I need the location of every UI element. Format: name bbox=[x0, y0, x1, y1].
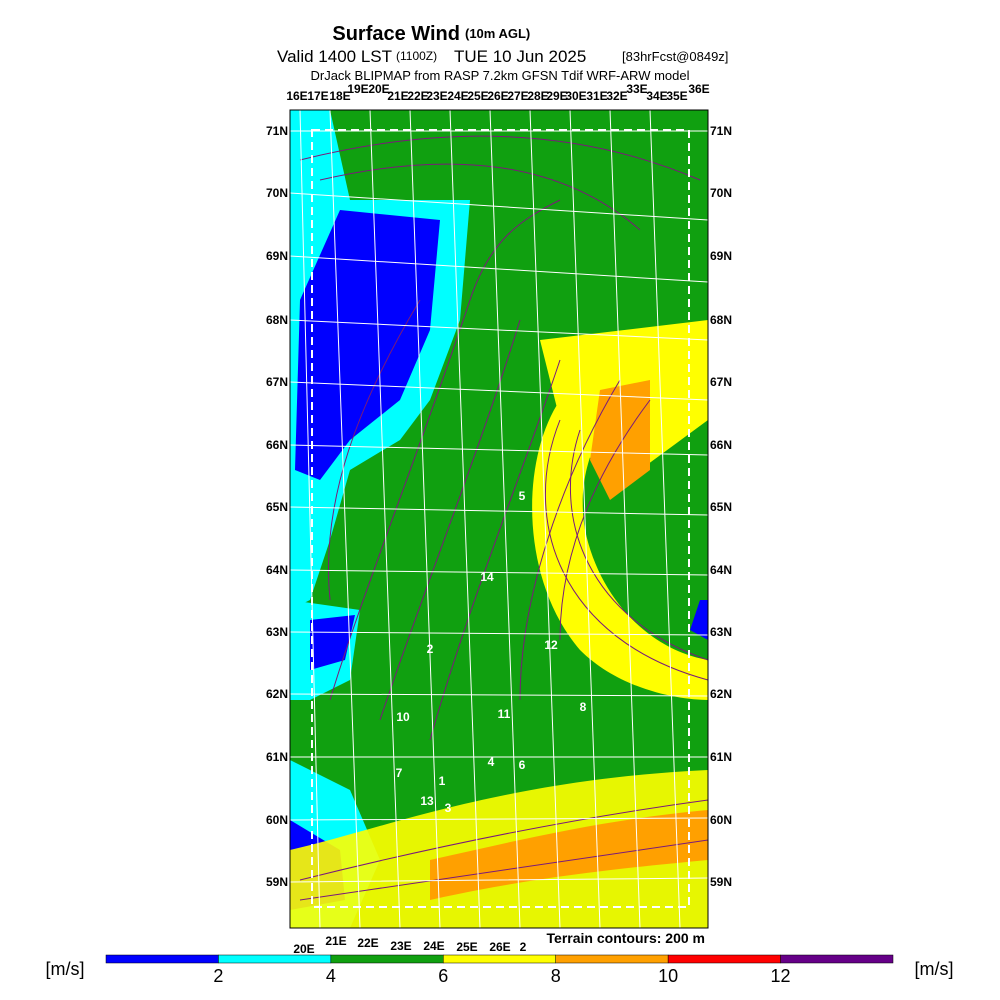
subtitle: DrJack BLIPMAP from RASP 7.2km GFSN Tdif… bbox=[310, 68, 689, 83]
point-label: 4 bbox=[488, 755, 495, 769]
map: Terrain contours: 200 m bbox=[289, 109, 709, 946]
lon-label: 29E bbox=[546, 89, 567, 103]
lon-label: 27E bbox=[507, 89, 528, 103]
lat-label: 60N bbox=[266, 813, 288, 827]
lon-label: 23E bbox=[390, 939, 411, 953]
valid-z: (1100Z) bbox=[396, 49, 437, 63]
lon-label: 25E bbox=[456, 940, 477, 954]
forecast: [83hrFcst@0849z] bbox=[622, 49, 728, 64]
colorbar-band bbox=[218, 954, 332, 964]
calm-area bbox=[690, 600, 708, 640]
lat-label: 63N bbox=[266, 625, 288, 639]
title-note: (10m AGL) bbox=[465, 26, 530, 41]
lat-label: 59N bbox=[710, 875, 732, 889]
lon-label: 22E bbox=[357, 936, 378, 950]
lon-label: 30E bbox=[565, 89, 586, 103]
point-label: 13 bbox=[420, 794, 434, 808]
lat-label: 64N bbox=[266, 563, 288, 577]
lon-label: 18E bbox=[329, 89, 350, 103]
point-label: 6 bbox=[519, 758, 526, 772]
lat-label: 70N bbox=[710, 186, 732, 200]
lon-label: 35E bbox=[666, 89, 687, 103]
lat-label: 66N bbox=[266, 438, 288, 452]
lat-label: 59N bbox=[266, 875, 288, 889]
lon-label: 26E bbox=[489, 940, 510, 954]
lat-label: 71N bbox=[266, 124, 288, 138]
lat-label: 67N bbox=[266, 375, 288, 389]
lat-label: 64N bbox=[710, 563, 732, 577]
lon-label: 33E bbox=[626, 82, 647, 96]
lon-label: 23E bbox=[426, 89, 447, 103]
point-label: 14 bbox=[480, 570, 494, 584]
point-label: 10 bbox=[396, 710, 410, 724]
point-label: 2 bbox=[427, 642, 434, 656]
lon-label: 20E bbox=[368, 82, 389, 96]
lon-label: 20E bbox=[293, 942, 314, 956]
lat-label: 70N bbox=[266, 186, 288, 200]
colorbar-band bbox=[330, 954, 444, 964]
colorbar-tick: 2 bbox=[213, 966, 223, 986]
lon-label: 26E bbox=[487, 89, 508, 103]
lat-label: 66N bbox=[710, 438, 732, 452]
lon-label: 24E bbox=[447, 89, 468, 103]
colorbar-band bbox=[105, 954, 219, 964]
lat-label: 69N bbox=[266, 249, 288, 263]
lat-label: 65N bbox=[710, 500, 732, 514]
lat-label: 71N bbox=[710, 124, 732, 138]
lon-label: 22E bbox=[407, 89, 428, 103]
colorbar-tick: 6 bbox=[438, 966, 448, 986]
point-label: 3 bbox=[445, 801, 452, 815]
unit-label: [m/s] bbox=[915, 959, 954, 979]
valid-time: Valid 1400 LST bbox=[277, 47, 392, 66]
valid-date: TUE 10 Jun 2025 bbox=[454, 47, 586, 66]
lat-label: 69N bbox=[710, 249, 732, 263]
lon-label: 34E bbox=[646, 89, 667, 103]
lon-label: 21E bbox=[325, 934, 346, 948]
lon-label: 25E bbox=[467, 89, 488, 103]
colorbar-tick: 8 bbox=[551, 966, 561, 986]
lon-label: 36E bbox=[688, 82, 709, 96]
terrain-note: Terrain contours: 200 m bbox=[547, 930, 705, 946]
lon-label: 31E bbox=[586, 89, 607, 103]
lat-label: 62N bbox=[266, 687, 288, 701]
unit-label: [m/s] bbox=[46, 959, 85, 979]
lat-label: 68N bbox=[266, 313, 288, 327]
lon-label: 19E bbox=[347, 82, 368, 96]
lon-label: 28E bbox=[527, 89, 548, 103]
colorbar-band bbox=[443, 954, 556, 964]
strong-wind-band bbox=[532, 400, 708, 700]
lon-label: 2 bbox=[520, 940, 527, 954]
colorbar-band bbox=[555, 954, 669, 964]
lon-label: 32E bbox=[606, 89, 627, 103]
stronger-wind bbox=[430, 810, 708, 900]
lat-label: 60N bbox=[710, 813, 732, 827]
lat-label: 65N bbox=[266, 500, 288, 514]
point-label: 1 bbox=[439, 774, 446, 788]
lat-label: 67N bbox=[710, 375, 732, 389]
point-label: 7 bbox=[396, 766, 403, 780]
point-label: 5 bbox=[519, 489, 526, 503]
lon-label: 16E bbox=[286, 89, 307, 103]
colorbar-tick: 10 bbox=[658, 966, 678, 986]
colorbar-tick: 12 bbox=[771, 966, 791, 986]
point-label: 11 bbox=[498, 707, 511, 721]
lat-label: 62N bbox=[710, 687, 732, 701]
lon-label: 21E bbox=[387, 89, 408, 103]
lat-label: 68N bbox=[710, 313, 732, 327]
inner-domain bbox=[311, 129, 690, 908]
lon-label: 17E bbox=[307, 89, 328, 103]
point-label: 12 bbox=[544, 638, 558, 652]
lat-label: 63N bbox=[710, 625, 732, 639]
colorbar-band bbox=[780, 954, 894, 964]
title: Surface Wind bbox=[332, 23, 460, 45]
lat-label: 61N bbox=[266, 750, 288, 764]
lat-label: 61N bbox=[710, 750, 732, 764]
calm-area bbox=[295, 210, 440, 480]
map-frame bbox=[289, 109, 709, 929]
colorbar-band bbox=[667, 954, 781, 964]
point-label: 8 bbox=[580, 700, 587, 714]
colorbar-tick: 4 bbox=[326, 966, 336, 986]
lon-label: 24E bbox=[423, 939, 444, 953]
